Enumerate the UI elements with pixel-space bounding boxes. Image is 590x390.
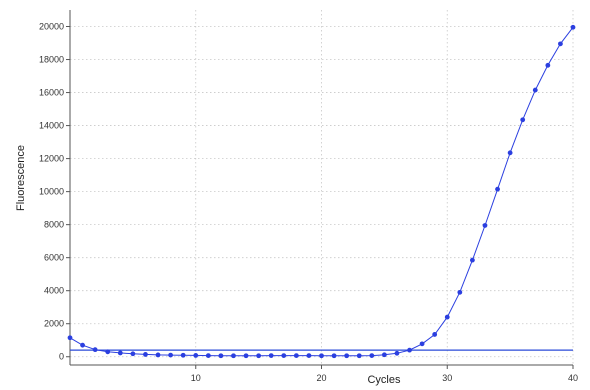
data-point (444, 314, 450, 320)
data-point (369, 353, 375, 358)
data-point (231, 353, 236, 359)
data-point (306, 353, 312, 358)
y-tick-label: 20000 (39, 22, 64, 32)
axes (66, 10, 574, 369)
data-point (117, 350, 123, 356)
y-tick-label: 18000 (39, 55, 64, 65)
data-point (67, 335, 73, 341)
data-point (218, 353, 224, 359)
data-point (205, 353, 211, 358)
y-tick-label: 0 (59, 352, 64, 362)
data-point (105, 349, 111, 355)
data-point (281, 353, 287, 358)
y-tick-label: 14000 (39, 121, 64, 131)
data-point (143, 352, 148, 357)
series-layer (67, 24, 576, 359)
data-point (407, 347, 412, 353)
x-tick-label: 40 (568, 373, 578, 383)
data-point (80, 342, 85, 348)
data-point (532, 87, 538, 93)
x-tick-label: 20 (316, 373, 326, 383)
data-point (155, 352, 161, 358)
data-point (356, 353, 362, 359)
data-point (457, 289, 463, 295)
data-point (495, 186, 500, 192)
data-point (432, 332, 438, 337)
data-point (570, 24, 576, 30)
data-point (193, 353, 199, 358)
y-tick-label: 8000 (44, 220, 64, 230)
data-point (180, 352, 186, 358)
y-axis-title: Fluorescence (15, 145, 27, 211)
data-point (419, 341, 425, 347)
data-point (92, 347, 98, 353)
y-tick-label: 6000 (44, 253, 64, 263)
y-tick-label: 2000 (44, 319, 64, 329)
data-point (168, 352, 174, 358)
data-point (243, 353, 249, 359)
data-point (482, 223, 488, 228)
data-point (470, 257, 475, 263)
data-point (545, 62, 551, 68)
data-point (268, 353, 274, 358)
data-point (558, 41, 563, 47)
y-tick-label: 4000 (44, 286, 64, 296)
y-tick-label: 12000 (39, 154, 64, 164)
data-point (256, 353, 262, 359)
data-point (507, 150, 513, 156)
y-tick-label: 16000 (39, 88, 64, 98)
data-point (130, 351, 136, 357)
data-point (381, 352, 387, 358)
data-point (520, 117, 526, 123)
x-tick-label: 30 (442, 373, 452, 383)
y-tick-label: 10000 (39, 187, 64, 197)
x-tick-label: 10 (191, 373, 201, 383)
tick-labels: 0 2000 4000 6000 8000 10000 12000 14000 16000 180… (39, 22, 578, 383)
data-point (344, 353, 350, 359)
data-point (319, 353, 324, 359)
data-point (394, 350, 400, 356)
x-axis-title: Cycles (367, 374, 401, 386)
data-point (331, 353, 337, 359)
data-point (293, 353, 299, 358)
